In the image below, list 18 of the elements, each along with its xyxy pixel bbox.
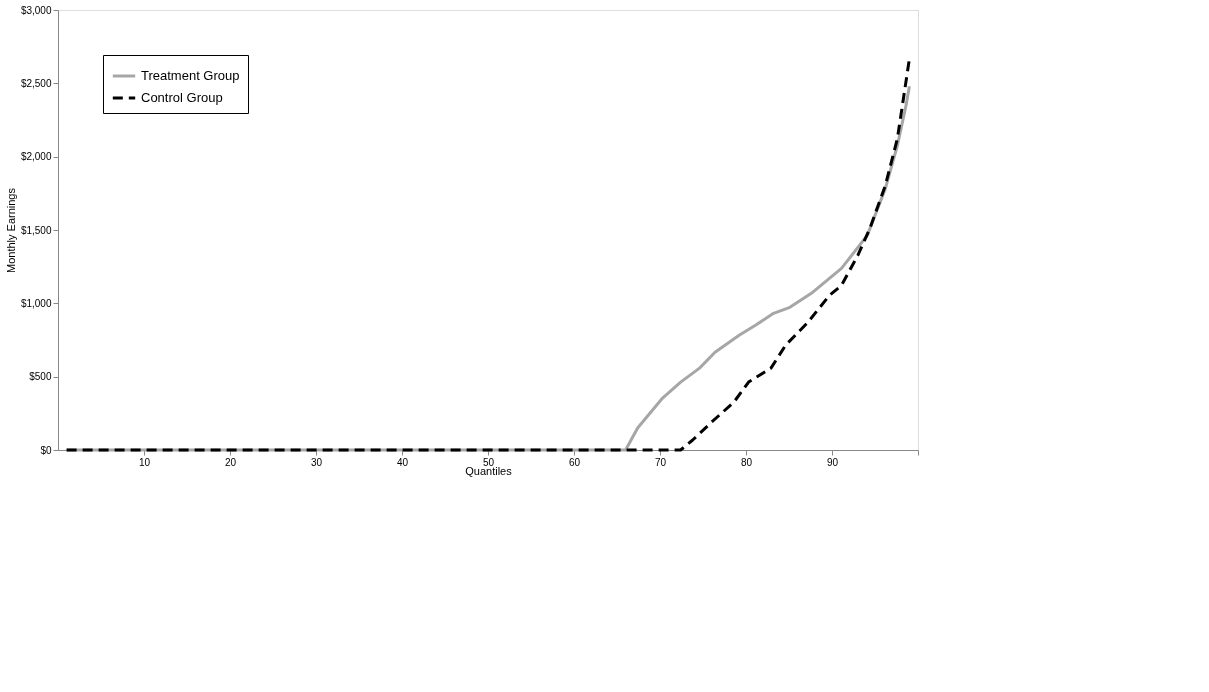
x-tick-label: 20	[224, 456, 237, 468]
y-axis-title: Monthly Earnings	[4, 187, 17, 273]
x-tick-label: 70	[654, 456, 667, 468]
y-tick-label: $500	[29, 371, 52, 383]
x-tick-label: 60	[568, 456, 581, 468]
x-tick-label: 90	[826, 456, 839, 468]
y-tick-label: $2,500	[20, 77, 52, 89]
x-tick-label: 40	[396, 456, 409, 468]
y-tick-label: $3,000	[20, 4, 52, 16]
x-tick-label: 10	[138, 456, 151, 468]
y-tick-label: $1,500	[20, 224, 52, 236]
y-tick-label: $2,000	[20, 151, 52, 163]
legend-label: Treatment Group	[141, 68, 240, 83]
x-tick-label: 30	[310, 456, 323, 468]
y-tick-label: $0	[40, 444, 52, 456]
x-tick-label: 80	[740, 456, 753, 468]
y-tick-label: $1,000	[20, 297, 52, 309]
legend-label: Control Group	[141, 90, 223, 105]
